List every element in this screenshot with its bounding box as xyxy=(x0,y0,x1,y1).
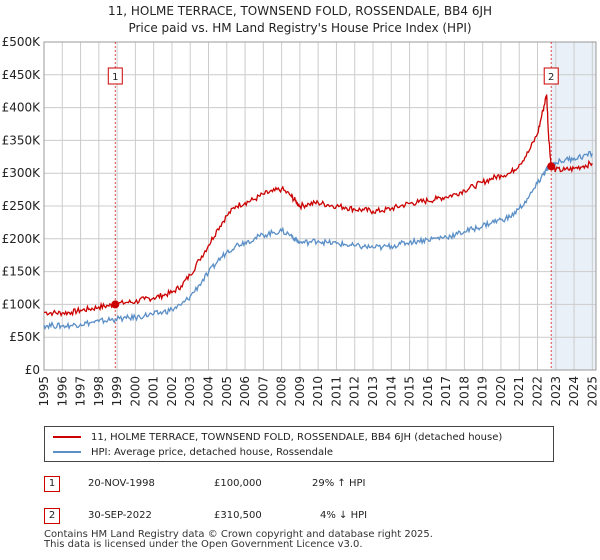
transaction-label: 1 xyxy=(112,72,118,83)
x-tick-label: 2014 xyxy=(384,376,398,407)
transaction-point xyxy=(547,162,556,171)
x-tick-label: 2024 xyxy=(567,376,581,407)
x-tick-label: 2015 xyxy=(403,376,417,407)
y-tick-label: £450K xyxy=(2,68,42,82)
transaction-price: £310,500 xyxy=(214,510,262,521)
transaction-hpi-delta: 4% ↓ HPI xyxy=(320,510,368,521)
x-tick-label: 2006 xyxy=(238,376,252,407)
footer-line-2: This data is licensed under the Open Gov… xyxy=(44,539,363,550)
transaction-point xyxy=(111,300,120,309)
legend-item-hpi: HPI: Average price, detached house, Ross… xyxy=(53,444,333,460)
y-tick-label: £150K xyxy=(2,265,42,279)
x-tick-label: 2025 xyxy=(585,376,599,407)
x-tick-label: 2023 xyxy=(549,376,563,407)
legend-hpi-swatch xyxy=(53,451,81,453)
chart-subtitle: Price paid vs. HM Land Registry's House … xyxy=(128,21,472,35)
x-tick-label: 2001 xyxy=(147,376,161,407)
y-tick-label: £50K xyxy=(9,330,41,344)
transaction-hpi-delta: 29% ↑ HPI xyxy=(312,478,366,489)
legend-item-property: 11, HOLME TERRACE, TOWNSEND FOLD, ROSSEN… xyxy=(53,429,502,445)
x-tick-label: 2021 xyxy=(512,376,526,407)
y-tick-label: £200K xyxy=(2,232,42,246)
x-tick-label: 1997 xyxy=(74,376,88,407)
transaction-badge: 2 xyxy=(44,508,60,524)
x-tick-label: 1999 xyxy=(110,376,124,407)
transaction-label-box xyxy=(543,67,559,85)
plot-frame xyxy=(43,41,597,371)
x-tick-label: 1996 xyxy=(55,376,69,407)
transaction-date: 20-NOV-1998 xyxy=(88,478,155,489)
y-tick-label: £250K xyxy=(2,199,42,213)
transaction-date: 30-SEP-2022 xyxy=(88,510,152,521)
legend-property-swatch xyxy=(53,436,81,438)
x-tick-label: 2009 xyxy=(293,376,307,407)
chart-title: 11, HOLME TERRACE, TOWNSEND FOLD, ROSSEN… xyxy=(107,4,493,18)
x-tick-label: 2012 xyxy=(348,376,362,407)
x-tick-label: 2013 xyxy=(366,376,380,407)
transaction-label: 2 xyxy=(548,72,554,83)
hpi-line xyxy=(43,150,593,331)
x-tick-label: 2018 xyxy=(457,376,471,407)
x-tick-label: 1995 xyxy=(37,376,51,407)
legend-hpi-label: HPI: Average price, detached house, Ross… xyxy=(91,446,334,458)
x-tick-label: 2008 xyxy=(275,376,289,407)
x-tick-label: 2019 xyxy=(476,376,490,407)
x-tick-label: 2002 xyxy=(165,376,179,407)
footer-line-1: Contains HM Land Registry data © Crown c… xyxy=(44,529,433,540)
x-tick-label: 2011 xyxy=(329,376,343,407)
x-tick-label: 2016 xyxy=(421,376,435,407)
x-tick-label: 2004 xyxy=(202,376,216,407)
price-chart: £0 £50K £100K £150K £200K £250K £300K £350K £400… xyxy=(2,35,600,407)
transaction-label-box xyxy=(107,67,123,85)
x-tick-label: 2000 xyxy=(128,376,142,407)
y-tick-label: £400K xyxy=(2,101,42,115)
x-tick-label: 2010 xyxy=(311,376,325,407)
legend: 11, HOLME TERRACE, TOWNSEND FOLD, ROSSEN… xyxy=(44,426,554,462)
x-tick-label: 2022 xyxy=(531,376,545,407)
y-tick-label: £350K xyxy=(2,133,42,147)
y-tick-label: £0 xyxy=(25,363,40,377)
x-tick-label: 1998 xyxy=(92,376,106,407)
legend-property-label: 11, HOLME TERRACE, TOWNSEND FOLD, ROSSEN… xyxy=(91,431,503,443)
x-tick-label: 2003 xyxy=(183,376,197,407)
x-tick-label: 2005 xyxy=(220,376,234,407)
x-tick-label: 2017 xyxy=(439,376,453,407)
x-tick-label: 2020 xyxy=(494,376,508,407)
property-price-line xyxy=(43,94,593,318)
y-tick-label: £300K xyxy=(2,166,42,180)
transaction-badge: 1 xyxy=(44,476,60,492)
y-tick-label: £500K xyxy=(2,35,42,49)
y-tick-label: £100K xyxy=(2,297,42,311)
x-tick-label: 2007 xyxy=(256,376,270,407)
transaction-price: £100,000 xyxy=(214,478,262,489)
footer: Contains HM Land Registry data © Crown c… xyxy=(44,530,433,550)
